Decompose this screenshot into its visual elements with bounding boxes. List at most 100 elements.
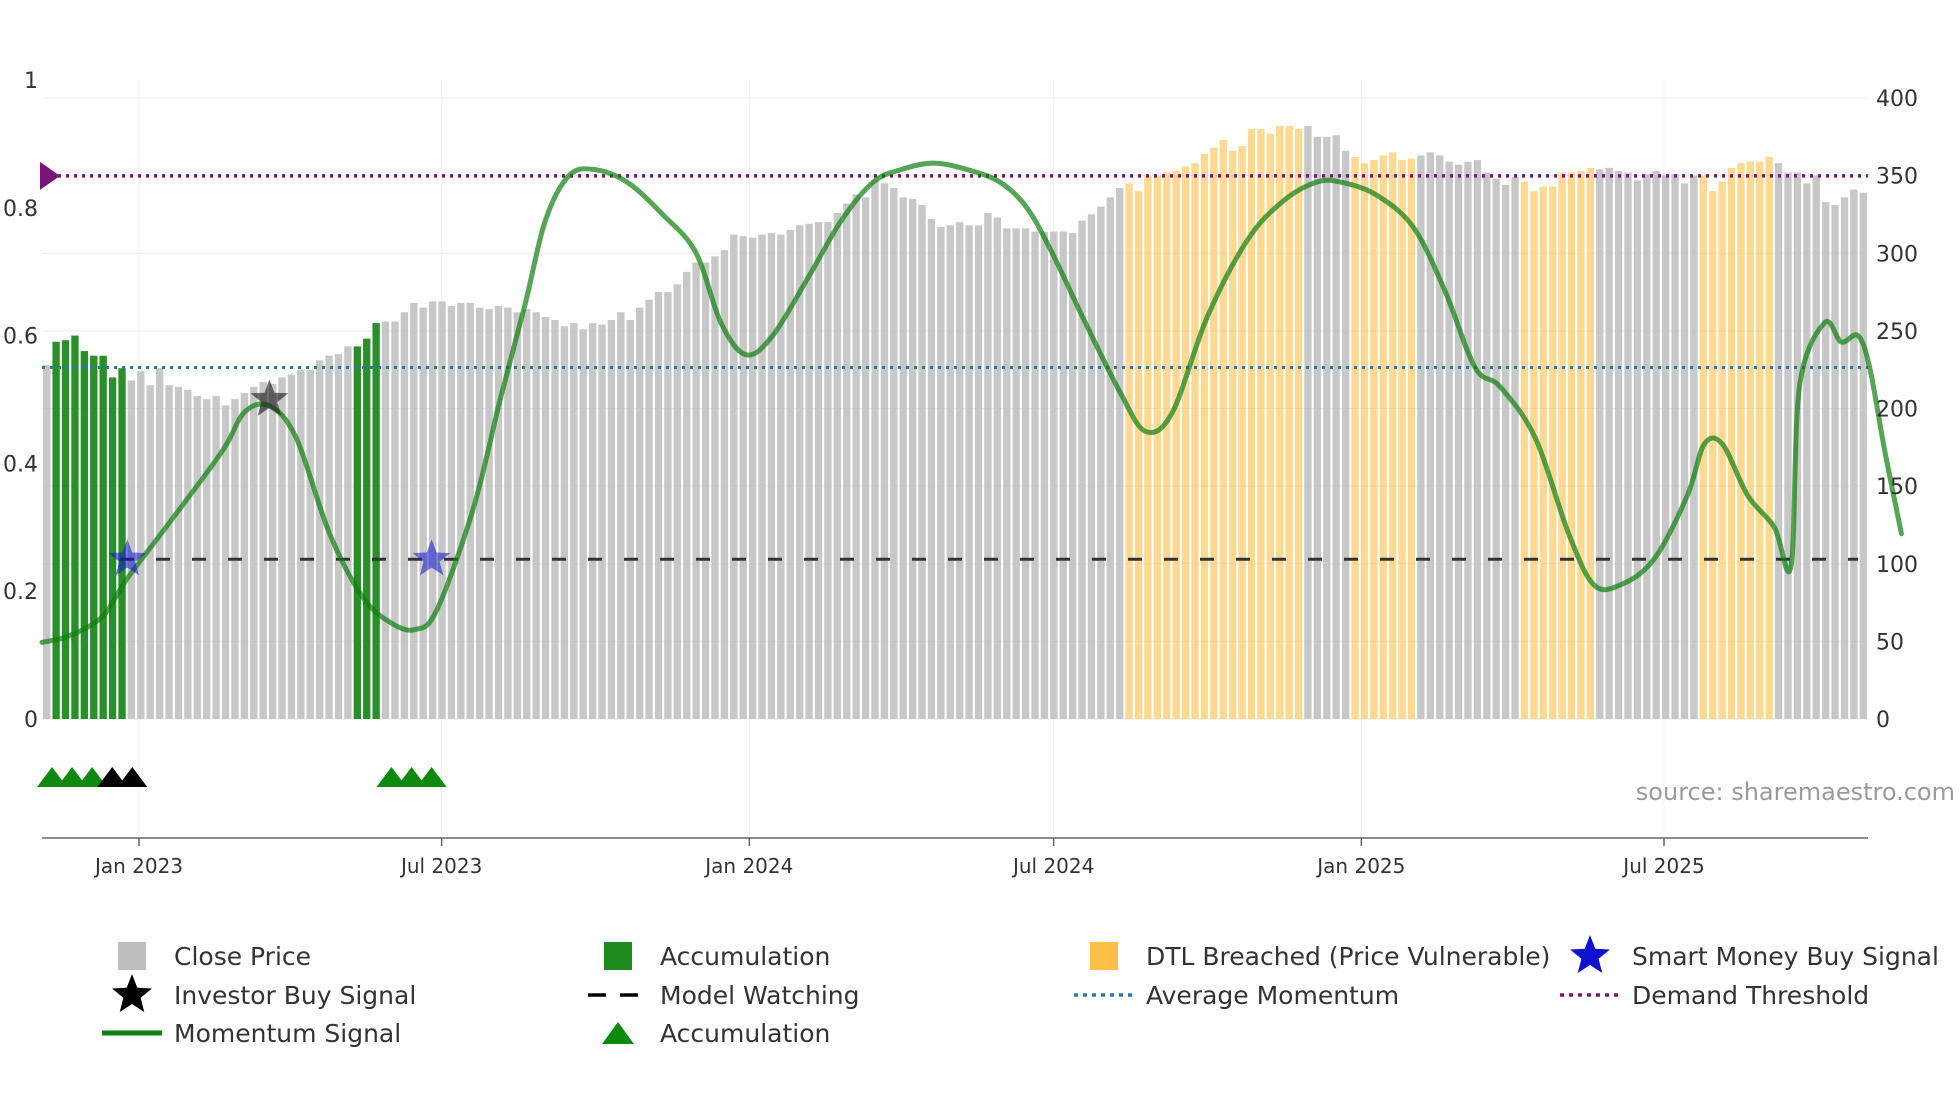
legend-label: Close Price	[174, 942, 311, 971]
accumulation-triangle	[376, 767, 407, 787]
momentum-signal-line	[39, 160, 1904, 645]
close-price-bar	[645, 299, 653, 719]
close-price-bar	[598, 324, 606, 719]
x-tick-label: Jul 2025	[1621, 854, 1704, 878]
close-price-bar	[1332, 135, 1340, 719]
close-price-bar	[1050, 231, 1058, 719]
close-price-bar	[777, 234, 785, 719]
close-price-bar	[1059, 231, 1067, 719]
close-price-bar	[861, 197, 870, 720]
left-tick-label: 0.2	[3, 580, 38, 605]
dtl-breached-bar	[1577, 170, 1585, 719]
smart-money-buy-signal	[108, 539, 147, 576]
close-price-bar	[1483, 172, 1491, 719]
close-price-bar	[1501, 184, 1510, 719]
accumulation-triangle	[396, 767, 427, 787]
gridlines	[42, 80, 1868, 838]
close-price-bar	[146, 385, 154, 719]
close-price-bar	[447, 306, 456, 719]
dtl-breached-bar	[1134, 191, 1143, 719]
close-price-bar	[993, 217, 1002, 720]
legend-star	[1570, 935, 1610, 973]
close-price-bar	[654, 292, 663, 719]
close-price-bar	[617, 312, 625, 719]
reference-lines	[40, 161, 1868, 561]
dtl-breached-bar	[1765, 156, 1773, 719]
close-price-bar	[212, 396, 220, 719]
demand-threshold-marker	[40, 161, 60, 190]
close-price-bar	[843, 203, 851, 719]
close-price-bar	[636, 307, 644, 719]
close-price-bar	[1078, 220, 1086, 719]
close-price-bar	[1596, 169, 1604, 720]
dtl-breached-bar	[1163, 172, 1171, 719]
dtl-breached-bar	[1530, 191, 1538, 719]
dtl-breached-bar	[1567, 172, 1576, 719]
close-price-bar	[410, 302, 418, 719]
close-price-bar	[315, 360, 324, 719]
left-tick-label: 0	[24, 708, 38, 733]
close-price-bar	[720, 250, 729, 719]
close-price-bar	[1840, 197, 1849, 720]
dtl-breached-bar	[1746, 161, 1755, 720]
left-tick-label: 1	[24, 69, 38, 94]
legend-swatch	[604, 942, 632, 970]
left-tick-label: 0.6	[3, 325, 38, 350]
close-price-bar	[1341, 150, 1350, 719]
accumulation-triangle	[97, 767, 128, 787]
close-price-bar	[1652, 170, 1660, 719]
x-tick-label: Jul 2024	[1011, 854, 1094, 878]
legend-label: Momentum Signal	[174, 1019, 401, 1048]
dtl-breached-bar	[1520, 181, 1529, 719]
dtl-breached-bar	[1228, 150, 1237, 719]
left-axis-ticks: 0 0.2 0.4 0.6 0.8 1	[3, 69, 38, 733]
close-price-bar	[476, 307, 484, 719]
dtl-breached-bar	[1360, 163, 1369, 719]
close-price-bar	[974, 225, 983, 719]
close-price-bar	[1068, 233, 1077, 719]
close-price-bar	[711, 256, 719, 719]
accumulation-triangle	[416, 767, 447, 787]
close-price-bar	[833, 212, 842, 719]
close-price-bar	[1661, 175, 1670, 719]
close-price-bar	[259, 382, 267, 719]
right-tick-label: 100	[1876, 553, 1918, 578]
legend-label: DTL Breached (Price Vulnerable)	[1146, 942, 1550, 971]
close-price-bar	[250, 386, 258, 719]
right-axis-ticks: 0 50 100 150 200 250 300 350 400	[1876, 87, 1918, 733]
close-price-bar	[1087, 214, 1096, 719]
dtl-breached-bar	[1294, 129, 1303, 720]
dtl-breached-bar	[1276, 125, 1284, 719]
close-price-bar	[513, 312, 521, 719]
close-price-bar	[400, 312, 409, 719]
close-price-bar	[278, 377, 286, 719]
accumulation-triangle	[37, 767, 68, 787]
dtl-breached-bar	[1200, 153, 1209, 719]
legend-label: Average Momentum	[1146, 981, 1399, 1010]
close-price-bar	[1614, 170, 1623, 719]
close-price-bar	[419, 307, 427, 719]
close-price-bar	[1671, 174, 1679, 719]
close-price-bar	[890, 188, 898, 720]
close-price-bar	[824, 222, 832, 719]
close-price-bar	[880, 183, 889, 719]
right-tick-label: 300	[1876, 242, 1918, 267]
accumulation-triangle	[77, 767, 108, 787]
legend-label: Investor Buy Signal	[174, 981, 416, 1010]
close-price-bar	[1784, 172, 1792, 719]
x-tick-label: Jan 2023	[93, 854, 183, 878]
close-price-bar	[268, 383, 277, 719]
close-price-bar	[927, 219, 936, 719]
close-price-bar	[1031, 231, 1039, 719]
close-price-bar	[1624, 172, 1632, 719]
dtl-breached-bar	[1389, 152, 1397, 719]
close-price-bar	[588, 323, 597, 719]
dtl-breached-bar	[1379, 155, 1387, 719]
accumulation-bar	[61, 340, 70, 719]
dtl-breached-bar	[1558, 172, 1566, 719]
close-price-bar	[297, 369, 305, 719]
close-price-bar	[1473, 160, 1482, 720]
x-axis: Jan 2023 Jul 2023 Jan 2024 Jul 2024 Jan 2025…	[42, 837, 1868, 878]
close-price-bar	[428, 301, 437, 719]
close-price-bar	[664, 292, 672, 719]
